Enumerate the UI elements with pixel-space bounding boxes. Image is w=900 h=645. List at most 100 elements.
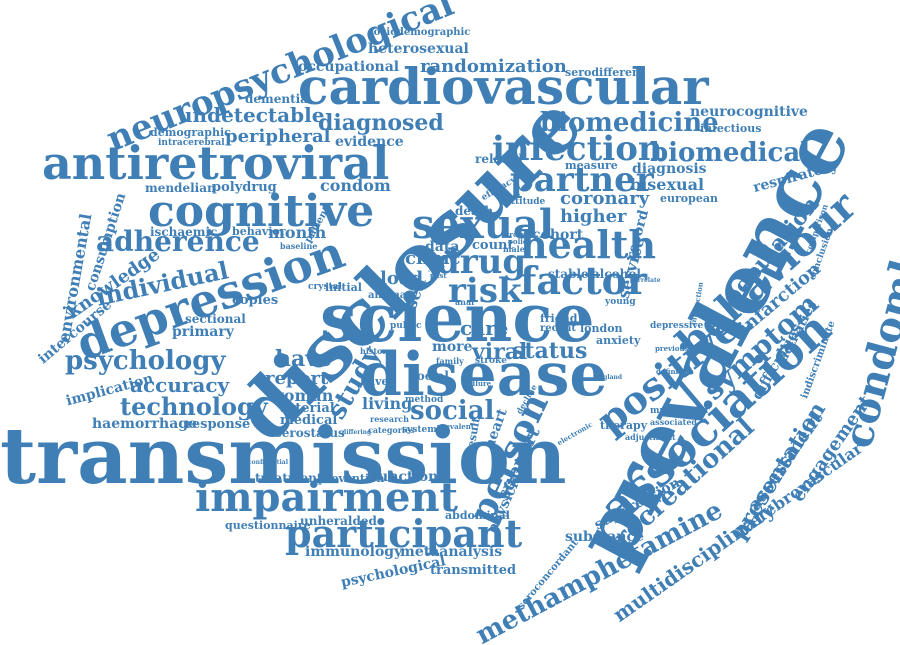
word-randomization: randomization — [420, 56, 567, 77]
word-serostatus: serostatus — [275, 426, 345, 440]
word-science: science — [320, 279, 595, 357]
word-adherence: adherence — [96, 225, 260, 258]
word-factor: factor — [520, 258, 648, 303]
word-male: male — [503, 244, 525, 254]
word-have: have — [275, 346, 333, 372]
word-transmitted: transmitted — [430, 563, 517, 578]
word-participant: participant — [285, 511, 523, 556]
word-initial: initial — [325, 281, 362, 294]
word-drug: drug — [436, 242, 527, 282]
word-stable: stable — [548, 267, 589, 281]
word-neurocognitive: neurocognitive — [690, 104, 808, 120]
word-questionnaire: questionnaire — [225, 519, 311, 532]
word-correlate: correlate — [630, 277, 661, 284]
word-social: social — [410, 396, 495, 426]
word-condom: condom — [320, 176, 391, 195]
word-alcohol: alcohol — [592, 267, 641, 281]
word-undetectable: undetectable — [178, 103, 325, 127]
word-have-small: have — [360, 375, 389, 388]
word-european: european — [660, 192, 718, 205]
word-month: month — [268, 223, 327, 242]
word-count: count — [472, 238, 514, 253]
word-research: research — [370, 414, 409, 424]
word-woman: woman — [270, 386, 334, 405]
word-young: young — [605, 297, 636, 307]
word-heterosexual: heterosexual — [368, 41, 469, 57]
word-immunology: immunology — [305, 544, 403, 560]
word-confidential: confidential — [248, 459, 288, 466]
word-diagnosed: diagnosed — [318, 110, 444, 136]
word-sectional: sectional — [185, 312, 246, 326]
word-demographic: demographic — [150, 126, 231, 139]
word-psychology: psychology — [65, 346, 226, 376]
word-baseline: baseline — [280, 241, 318, 251]
word-metaanalysis: metaanalysis — [400, 544, 503, 560]
word-treatment: treatment — [255, 471, 323, 485]
word-family: family — [436, 356, 464, 366]
word-anxiety: anxiety — [596, 334, 641, 347]
word-measure: measure — [565, 159, 618, 172]
word-risk: risk — [448, 271, 522, 311]
word-haemorrhage: haemorrhage — [92, 416, 198, 432]
word-therapy: therapy — [600, 419, 648, 432]
word-differing: differing — [342, 429, 372, 436]
word-infectious: infectious — [700, 122, 762, 135]
word-diagnosis: diagnosis — [632, 161, 707, 177]
word-recent: recent — [540, 323, 576, 334]
word-antiretroviral: antiretroviral — [42, 136, 390, 190]
word-copies: copies — [232, 293, 279, 308]
word-more: more — [432, 339, 473, 355]
word-categories: categories — [368, 425, 415, 435]
word-policy: policy — [508, 237, 532, 246]
word-substance: substance — [565, 529, 644, 545]
word-definition: definition — [656, 367, 694, 376]
word-cardiovascular: cardiovascular — [298, 57, 709, 116]
word-status: status — [512, 338, 588, 364]
word-past: past — [430, 271, 447, 280]
word-system: system — [402, 425, 437, 435]
word-associated: associated — [650, 417, 697, 427]
word-prevalent: prevalent — [437, 422, 475, 431]
word-behavior: behavior — [232, 225, 286, 238]
word-load: load — [380, 268, 424, 289]
word-infection: infection — [492, 129, 663, 169]
word-impairment: impairment — [195, 474, 459, 521]
word-viral: viral — [472, 339, 528, 365]
word-bisexual: bisexual — [630, 175, 705, 194]
word-intracerebral: intracerebral — [158, 138, 225, 148]
word-ischaemic: ischaemic — [150, 225, 218, 239]
word-previous: previous — [655, 344, 689, 353]
word-stroke: stroke — [475, 356, 507, 366]
word-transmission: transmission — [0, 411, 567, 502]
word-cross: cross — [505, 230, 526, 239]
word-accuracy: accuracy — [130, 373, 230, 397]
word-occupational: occupational — [298, 59, 400, 75]
word-serodifferent: serodifferent — [565, 66, 646, 79]
word-technology: technology — [120, 392, 268, 421]
word-history: history — [360, 346, 392, 356]
word-higher: higher — [560, 206, 627, 227]
word-angina: angina — [368, 290, 407, 301]
word-cognitive: cognitive — [148, 186, 375, 237]
word-sociodemographic: sociodemographic — [368, 27, 471, 38]
word-london: london — [580, 322, 623, 335]
word-failure: failure — [465, 379, 492, 388]
word-mendelian: mendelian — [145, 181, 216, 195]
word-report: report — [265, 368, 329, 389]
word-data: data — [425, 239, 460, 255]
word-england: england — [595, 374, 623, 381]
word-method: method — [405, 395, 444, 405]
word-primary: primary — [172, 324, 234, 340]
word-depressive: depressive — [650, 321, 704, 331]
word-friend: friend — [540, 312, 578, 325]
word-medical: medical — [280, 413, 338, 428]
word-adjustment: adjustment — [625, 432, 676, 442]
word-living: living — [362, 394, 413, 413]
word-function: function — [372, 469, 439, 485]
word-health: health — [520, 222, 657, 267]
word-evidence: evidence — [335, 134, 404, 150]
word-cohort: cohort — [532, 227, 584, 243]
word-partner: partner — [510, 160, 654, 200]
word-biomedical: biomedical — [650, 138, 811, 168]
